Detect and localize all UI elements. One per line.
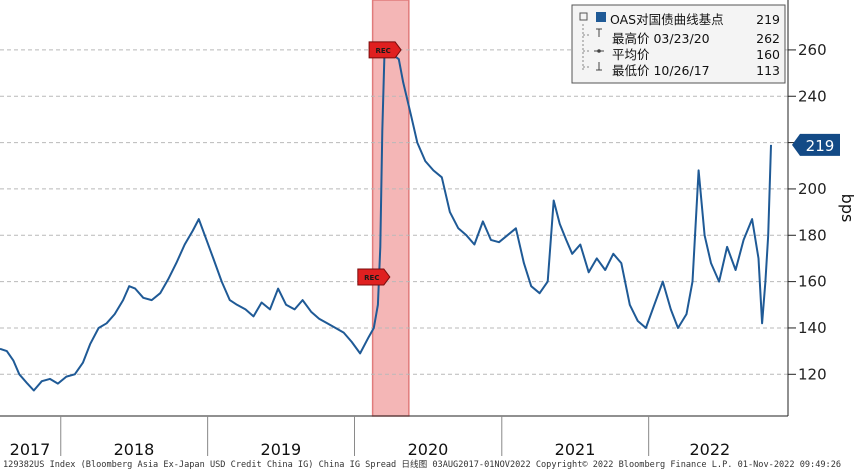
rec-marker: REC [357,268,391,286]
legend-series-swatch-icon [596,12,606,22]
y-tick-label: 180 [798,226,827,244]
legend-label: 最高价 03/23/20 [612,31,710,46]
rec-marker-label: REC [375,47,390,55]
legend-value: 160 [756,47,780,62]
legend-toggle-icon [579,12,588,21]
last-value-tag-label: 219 [806,137,835,155]
rec-marker-label: REC [364,274,379,282]
rec-marker-badge [357,268,391,286]
last-value-tag: 219 [792,133,840,156]
legend-label: OAS对国债曲线基点 [610,12,724,27]
legend-label: 平均价 [612,47,650,62]
legend-value: 262 [756,31,780,46]
legend-value: 219 [756,12,780,27]
y-tick-label: 140 [798,319,827,337]
legend-box: OAS对国债曲线基点 219 最高价 03/23/20 262 平均价 160 最低价 10… [571,4,786,84]
legend-frame [571,4,786,84]
legend-label: 最低价 10/26/17 [612,63,710,78]
x-tick-label: 2019 [261,440,302,459]
y-tick-label: 120 [798,365,827,383]
y-axis-ticks: 120140160180200220240260 [788,41,827,383]
recession-band [371,0,410,417]
x-tick-label: 2018 [114,440,155,459]
last-value-tag-shape [792,133,840,156]
y-axis-label: bps [838,194,857,223]
y-tick-label: 260 [798,41,827,59]
rec-marker-badge [368,41,402,59]
y-tick-label: 240 [798,87,827,105]
legend-value: 113 [756,63,780,78]
y-tick-label: 160 [798,273,827,291]
x-tick-label: 2021 [555,440,596,459]
y-tick-label: 200 [798,180,827,198]
x-tick-label: 2022 [689,440,730,459]
x-axis-ticks: 2017 2018 2019 2020 2021 2022 [10,416,730,459]
footer-text: 129382US Index (Bloomberg Asia Ex-Japan … [3,458,841,470]
x-tick-label: 2017 [10,440,51,459]
recession-markers: REC REC [357,41,402,286]
average-marker-dot [597,49,601,53]
x-tick-label: 2020 [408,440,449,459]
rec-marker: REC [368,41,402,59]
